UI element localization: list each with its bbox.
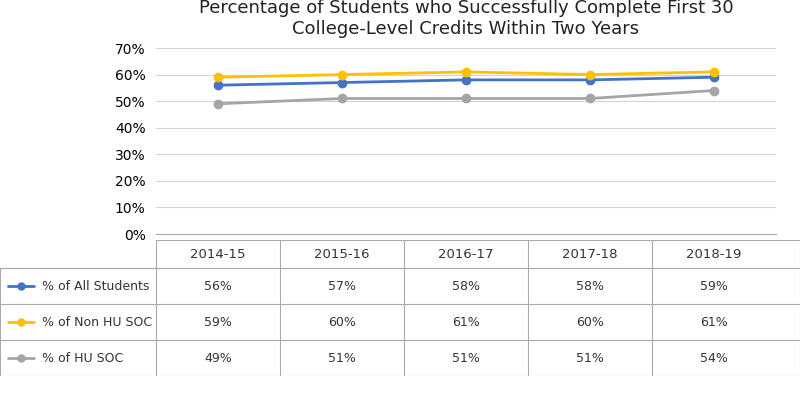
Text: 60%: 60% — [328, 316, 356, 328]
Text: 60%: 60% — [576, 316, 604, 328]
Text: 2014-15: 2014-15 — [190, 248, 246, 260]
Text: 59%: 59% — [700, 280, 728, 292]
Text: 2016-17: 2016-17 — [438, 248, 494, 260]
Text: % of All Students: % of All Students — [42, 280, 150, 292]
Text: 54%: 54% — [700, 352, 728, 364]
Text: 61%: 61% — [452, 316, 480, 328]
Title: Percentage of Students who Successfully Complete First 30
College-Level Credits : Percentage of Students who Successfully … — [198, 0, 734, 38]
Text: 49%: 49% — [204, 352, 232, 364]
Text: 58%: 58% — [576, 280, 604, 292]
Text: % of Non HU SOC: % of Non HU SOC — [42, 316, 153, 328]
Text: 2018-19: 2018-19 — [686, 248, 742, 260]
Text: 2015-16: 2015-16 — [314, 248, 370, 260]
Text: 61%: 61% — [700, 316, 728, 328]
Text: 56%: 56% — [204, 280, 232, 292]
Text: 2017-18: 2017-18 — [562, 248, 618, 260]
Text: 51%: 51% — [576, 352, 604, 364]
Text: 59%: 59% — [204, 316, 232, 328]
Text: 51%: 51% — [452, 352, 480, 364]
Text: % of HU SOC: % of HU SOC — [42, 352, 123, 364]
Text: 58%: 58% — [452, 280, 480, 292]
Text: 57%: 57% — [328, 280, 356, 292]
Text: 51%: 51% — [328, 352, 356, 364]
